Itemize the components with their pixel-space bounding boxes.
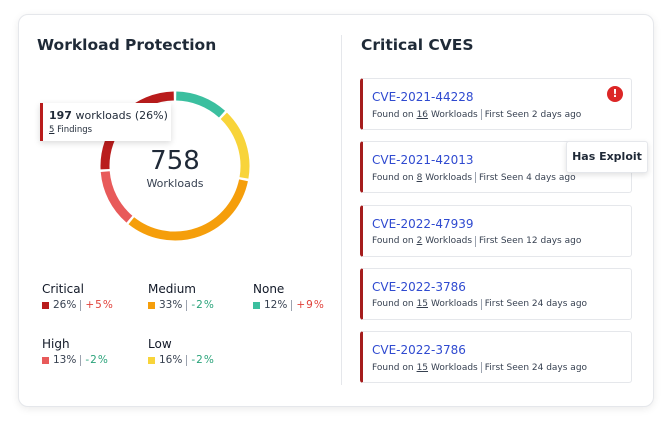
cve-card: CVE-2021-44228 Found on 16 Workloads First S…	[360, 78, 632, 130]
found-suffix: Workloads	[431, 362, 478, 373]
first-seen: First Seen 24 days ago	[484, 299, 588, 310]
legend-share: 12%	[264, 299, 288, 311]
found-count: 2	[416, 236, 423, 247]
tooltip: 197 workloads (26%) 5 Findings	[40, 103, 171, 141]
found-prefix: Found on	[372, 299, 414, 310]
cve-id: CVE-2022-47939	[372, 216, 474, 231]
cve-id: CVE-2021-42013	[372, 153, 474, 168]
separator	[186, 354, 188, 366]
separator	[291, 299, 293, 311]
cve-card: CVE-2022-3786 Found on 15 Workloads First Se…	[360, 267, 632, 320]
legend-share: 33%	[159, 299, 183, 311]
total-label: Workloads	[146, 177, 204, 190]
first-seen: First Seen 24 days ago	[484, 362, 588, 373]
tooltip-findings-text: Findings	[57, 125, 93, 135]
found-prefix: Found on	[372, 172, 414, 183]
found-count: 15	[416, 299, 429, 310]
legend-swatch	[148, 301, 155, 309]
cve-card: CVE-2022-47939 Found on 2 Workloads First Se…	[360, 204, 632, 257]
separator	[80, 354, 82, 366]
cve-id: CVE-2022-3786	[372, 279, 466, 294]
legend-row: 26% +5%	[42, 299, 114, 311]
legend-change: +5%	[85, 299, 114, 311]
found-prefix: Found on	[372, 109, 414, 120]
legend-name: Critical	[42, 282, 84, 296]
cve-found: Found on 15 Workloads First Seen 24 days ag…	[372, 362, 588, 374]
cve-found: Found on 15 Workloads First Seen 24 days ag…	[372, 298, 588, 310]
legend-row: 13% -2%	[42, 354, 109, 366]
legend-change: -2%	[191, 354, 215, 366]
found-suffix: Workloads	[425, 172, 473, 183]
found-count: 16	[416, 109, 429, 120]
legend-change: -2%	[85, 354, 109, 366]
first-seen: First Seen 2 days ago	[484, 109, 582, 120]
found-prefix: Found on	[372, 362, 414, 373]
legend-swatch	[253, 301, 260, 309]
first-seen: First Seen 12 days ago	[479, 236, 582, 247]
cve-card: CVE-2022-3786 Found on 15 Workloads First Se…	[360, 331, 632, 384]
legend-row: 33% -2%	[148, 299, 215, 311]
donut-segment	[100, 171, 133, 223]
legend-share: 16%	[159, 354, 183, 366]
legend-swatch	[42, 356, 49, 364]
tooltip-text: workloads (26%)	[75, 109, 168, 122]
legend-row: 16% -2%	[148, 354, 215, 366]
separator	[480, 109, 482, 120]
donut-segment	[175, 91, 226, 118]
separator	[480, 362, 482, 374]
found-prefix: Found on	[372, 236, 414, 247]
found-count: 15	[416, 362, 429, 373]
tooltip-findings-count: 5	[49, 125, 55, 135]
found-suffix: Workloads	[431, 299, 478, 310]
panel-title: Workload Protection	[37, 36, 217, 54]
found-count: 8	[416, 172, 423, 183]
cve-found: Found on 16 Workloads First Seen 2 days ago	[372, 109, 581, 120]
divider	[341, 35, 342, 385]
found-suffix: Workloads	[425, 236, 473, 247]
found-suffix: Workloads	[431, 109, 478, 120]
separator	[480, 298, 482, 310]
legend-name: None	[253, 282, 285, 296]
legend-swatch	[148, 356, 155, 364]
legend-change: +9%	[296, 299, 325, 311]
cve-found: Found on 8 Workloads First Seen 4 days ago	[372, 172, 576, 184]
separator	[475, 235, 477, 247]
cve-found: Found on 2 Workloads First Seen 12 days ago	[372, 235, 582, 247]
total: 758	[150, 146, 200, 176]
cve-id: CVE-2021-44228	[372, 90, 474, 104]
alert-icon: !	[607, 86, 623, 102]
separator	[80, 299, 82, 311]
legend-name: High	[42, 337, 70, 351]
tooltip-count: 197	[49, 109, 72, 122]
donut-segment	[128, 179, 248, 241]
separator	[186, 299, 188, 311]
donut-segment	[220, 112, 250, 179]
legend-swatch	[42, 301, 49, 309]
legend-name: Low	[148, 337, 172, 351]
exploit-badge: Has Exploit	[566, 141, 648, 173]
separator	[475, 172, 477, 184]
legend-share: 26%	[53, 299, 77, 311]
legend-row: 12% +9%	[253, 299, 325, 311]
legend-share: 13%	[53, 354, 77, 366]
legend-change: -2%	[191, 299, 215, 311]
legend-name: Medium	[148, 282, 196, 296]
cve-id: CVE-2022-3786	[372, 343, 466, 358]
panel-title: Critical CVES	[361, 36, 474, 54]
first-seen: First Seen 4 days ago	[479, 172, 576, 183]
